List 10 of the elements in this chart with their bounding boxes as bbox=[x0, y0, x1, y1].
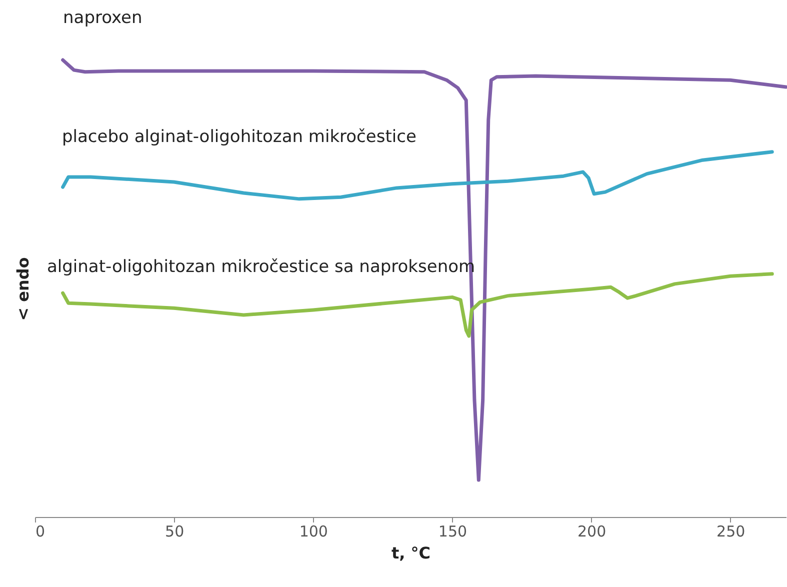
x-tick-label: 250 bbox=[716, 522, 746, 540]
y-axis-title: < endo bbox=[14, 257, 32, 321]
x-tick-label: 50 bbox=[165, 522, 184, 540]
series-label: naproxen bbox=[63, 8, 142, 28]
series-label: placebo alginat-oligohitozan mikročestice bbox=[62, 127, 416, 147]
x-axis-title: t, °C bbox=[391, 544, 431, 562]
x-tick-label: 100 bbox=[299, 522, 328, 540]
x-tick-label: 0 bbox=[36, 522, 46, 540]
x-tick-label: 150 bbox=[438, 522, 468, 540]
x-tick-label: 200 bbox=[577, 522, 606, 540]
